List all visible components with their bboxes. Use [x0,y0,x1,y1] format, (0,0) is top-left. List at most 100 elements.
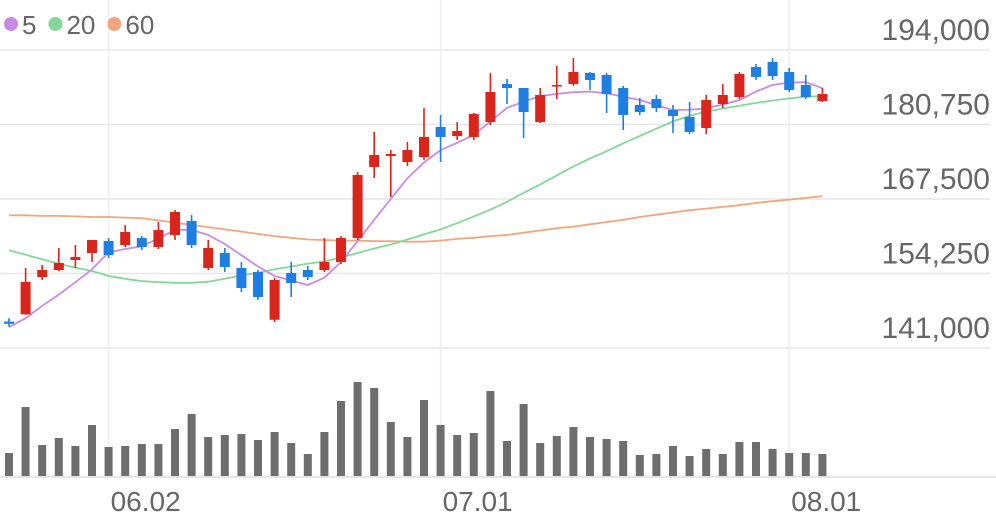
ma-line [9,195,823,243]
legend-marker [107,17,122,31]
volume-bar [619,441,628,476]
volume-bar [503,441,511,476]
volume-bar [121,446,130,476]
volume-bar [801,453,810,476]
volume-bar [237,434,246,476]
candle-body [87,239,97,253]
candle-body [120,232,131,245]
volume-bar [337,401,345,476]
ma-line [8,81,823,328]
candle-body [767,61,778,76]
candle-body [751,66,761,77]
volume-bar [536,443,545,476]
volume-bar [569,427,578,476]
volume-bar [353,382,362,476]
candle-body [419,136,429,157]
candle-body [568,71,579,85]
volume-bar [669,446,677,476]
volume-bar [154,444,163,476]
volume-bar [71,446,80,476]
candle-body [20,281,31,315]
volume-bar [552,436,561,476]
candle-body [136,238,147,248]
volume-bar [752,442,760,476]
volume-bar [287,443,296,476]
candle-body [302,270,313,277]
x-tick-label: 08.01 [791,486,861,517]
candle-body [103,241,114,256]
candle-body [800,85,811,98]
candle-body [319,261,330,271]
candle-body [269,279,280,320]
candle-body [4,321,14,324]
candle-body [37,270,48,277]
candle-body [336,238,346,262]
volume-bar [38,445,47,476]
volume-bar [735,442,744,476]
volume-bar [5,453,13,476]
volume-bar [370,388,379,476]
legend-label: 60 [125,10,154,40]
candle-body [668,109,678,117]
candle-body [153,229,164,248]
volume-bar [519,404,528,476]
volume-bar [21,407,30,476]
candle-body [352,174,363,239]
candle-body [236,267,247,289]
candle-body [435,126,446,137]
y-tick-label: 154,250 [882,238,990,271]
volume-bar [88,425,96,476]
volume-bar [320,432,329,476]
legend-label: 20 [66,10,95,40]
volume-bar [785,453,794,476]
volume-bar [403,437,412,476]
candle-body [219,252,230,267]
volume-bar [303,454,312,476]
candle-body [618,88,629,115]
volume-bar [171,429,179,476]
candle-body [734,74,745,98]
y-tick-label: 167,500 [882,163,990,196]
candle-body [651,98,662,109]
volume-bar [436,425,445,476]
volume-bar [469,433,478,476]
volume-bar [386,422,395,476]
candle-body [551,85,562,87]
legend-marker [4,17,18,31]
volume-bar [104,447,113,476]
candle-body [385,154,396,156]
volume-bar [652,454,661,476]
candle-body [518,88,529,113]
volume-bar [137,444,146,476]
volume-bar [702,449,711,476]
x-tick-label: 06.02 [111,486,181,517]
candle-body [684,117,695,132]
volume-bar [768,449,777,476]
candle-body [784,71,795,90]
volume-bar [586,437,594,476]
candle-body [585,72,595,81]
legend-label: 5 [22,10,36,40]
volume-bar [635,455,644,476]
volume-bar [204,437,213,476]
candle-body [701,99,712,128]
volume-bar [420,400,428,476]
candle-body [402,149,413,163]
volume-bar [270,432,279,476]
candle-body [717,94,728,104]
volume-bar [54,438,63,476]
candle-body [468,113,479,137]
candle-body [601,75,612,95]
candle-body [535,94,546,123]
y-tick-label: 194,000 [882,14,990,47]
volume-bar [818,454,827,476]
candle-body [452,131,463,137]
volume-bar [220,435,229,476]
volume-bar [486,391,495,476]
candle-body [53,262,64,271]
candle-body [634,104,645,113]
candle-body [203,247,214,268]
volume-bar [718,454,727,476]
y-tick-label: 180,750 [882,89,990,122]
